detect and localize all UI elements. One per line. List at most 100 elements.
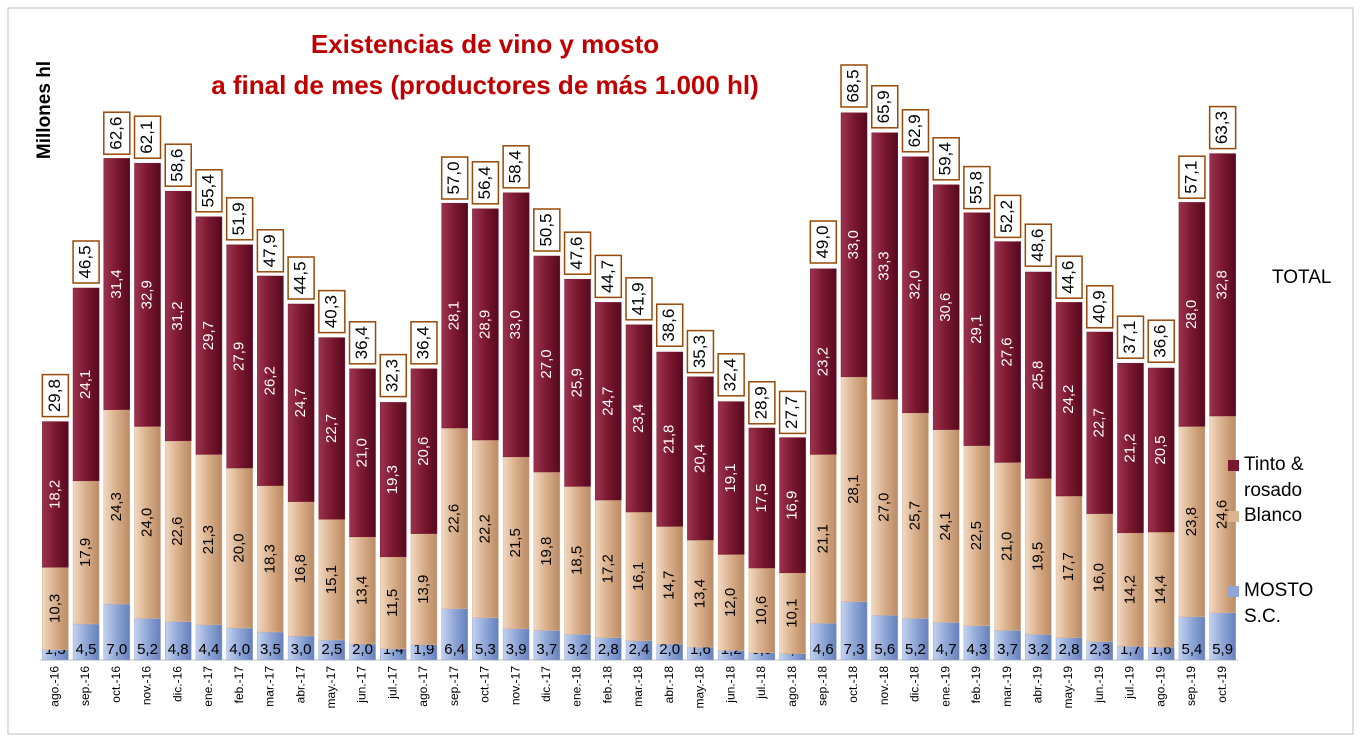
data-label: 32,0 xyxy=(906,270,923,299)
data-label: 26,2 xyxy=(261,366,278,395)
total-box xyxy=(103,111,131,155)
bar-segment xyxy=(72,480,100,625)
data-label: 32,8 xyxy=(1214,270,1231,299)
bar-segment xyxy=(380,402,407,558)
data-label: 22,7 xyxy=(1091,408,1108,437)
data-label: 24,2 xyxy=(1060,385,1077,414)
bar-segment xyxy=(840,601,868,661)
bar-segment xyxy=(1055,302,1083,497)
total-box xyxy=(717,353,745,397)
data-label: 14,7 xyxy=(661,571,678,600)
total-box xyxy=(1147,319,1175,363)
data-label: 4,0 xyxy=(229,641,250,658)
total-box xyxy=(440,156,469,200)
data-label: 14,2 xyxy=(1121,575,1138,604)
x-tick-label: mar.-18 xyxy=(631,666,645,707)
x-tick-label: feb.-19 xyxy=(969,666,983,704)
data-label: 28,1 xyxy=(446,301,463,330)
bar-segment xyxy=(380,556,407,650)
legend-label: MOSTO S.C. xyxy=(1244,580,1314,627)
total-box xyxy=(932,137,960,181)
bar-segment xyxy=(533,471,561,631)
bar-segment xyxy=(994,630,1021,661)
total-box xyxy=(318,289,346,334)
data-label: 20,4 xyxy=(691,444,708,473)
bar-segment xyxy=(441,202,468,429)
total-box xyxy=(410,321,438,365)
bar-segment xyxy=(656,351,683,527)
total-box xyxy=(1055,255,1083,299)
data-label: 2,3 xyxy=(1089,641,1110,658)
data-label: 1,9 xyxy=(414,641,435,658)
bar-segment xyxy=(287,635,315,661)
data-label: 20,6 xyxy=(415,437,432,466)
bar-segment xyxy=(1055,495,1083,638)
bar-segment xyxy=(779,572,806,654)
total-box xyxy=(625,277,653,321)
total-label: 56,4 xyxy=(475,166,494,199)
total-label: 51,9 xyxy=(229,202,248,235)
total-box xyxy=(533,208,561,252)
x-tick-label: oct.-19 xyxy=(1215,666,1229,703)
total-label: 44,5 xyxy=(291,261,310,294)
x-tick-label: may.-17 xyxy=(324,666,338,709)
total-box xyxy=(563,231,592,275)
total-box xyxy=(471,161,500,205)
data-label: 16,1 xyxy=(630,562,647,591)
data-label: 27,6 xyxy=(999,337,1016,366)
data-label: 21,5 xyxy=(507,528,524,557)
data-label: 33,0 xyxy=(845,230,862,259)
total-box xyxy=(655,303,684,347)
data-label: 17,2 xyxy=(599,554,616,583)
data-label: 24,3 xyxy=(108,492,125,521)
data-label: 21,0 xyxy=(999,532,1016,561)
data-label: 17,5 xyxy=(753,483,770,512)
data-label: 21,3 xyxy=(200,525,217,554)
data-label: 32,9 xyxy=(138,280,155,309)
x-tick-label: ene.-18 xyxy=(570,666,584,707)
bar-segment xyxy=(687,376,714,541)
bar-segment xyxy=(257,485,284,633)
data-label: 20,0 xyxy=(231,533,248,562)
data-label: 31,4 xyxy=(108,269,125,298)
x-tick-label: jun.-17 xyxy=(355,666,369,704)
data-label: 28,9 xyxy=(476,310,493,339)
bar-segment xyxy=(1209,612,1236,661)
total-label: 55,4 xyxy=(198,174,217,207)
x-tick-label: sep.-19 xyxy=(1184,666,1198,706)
total-label: 62,1 xyxy=(137,121,156,154)
x-tick-label: ago.-18 xyxy=(785,666,799,707)
data-label: 27,9 xyxy=(231,342,248,371)
bar-segment xyxy=(564,634,591,661)
x-tick-label: may.-18 xyxy=(693,666,707,709)
data-label: 22,6 xyxy=(169,517,186,546)
bar-segment xyxy=(441,427,468,610)
data-label: 29,7 xyxy=(200,321,217,350)
bar-segment xyxy=(103,158,131,410)
total-box xyxy=(870,85,899,129)
x-tick-label: ago.-16 xyxy=(48,666,62,707)
data-label: 31,2 xyxy=(169,301,186,330)
total-box xyxy=(748,381,776,425)
x-tick-label: ago.-17 xyxy=(416,666,430,707)
bar-segment xyxy=(472,617,499,661)
total-box xyxy=(41,373,70,418)
total-label: 58,6 xyxy=(168,149,187,182)
bar-segment xyxy=(1086,331,1114,514)
data-label: 3,2 xyxy=(1028,641,1049,658)
legend-swatch xyxy=(1228,460,1239,471)
total-label: 59,4 xyxy=(936,142,955,175)
bar-segment xyxy=(932,622,960,661)
total-box xyxy=(1178,155,1206,199)
bar-segment xyxy=(1178,426,1206,618)
data-label: 18,2 xyxy=(46,480,63,509)
data-label: 16,9 xyxy=(784,491,801,520)
bar-segment xyxy=(318,518,346,641)
bar-segment xyxy=(1025,478,1052,635)
total-label: 57,1 xyxy=(1181,161,1200,194)
data-label: 3,9 xyxy=(506,641,527,658)
x-tick-label: jun.-18 xyxy=(723,666,737,704)
total-label: 44,7 xyxy=(598,260,617,293)
bar-segment xyxy=(502,456,530,630)
data-label: 16,8 xyxy=(292,554,309,583)
